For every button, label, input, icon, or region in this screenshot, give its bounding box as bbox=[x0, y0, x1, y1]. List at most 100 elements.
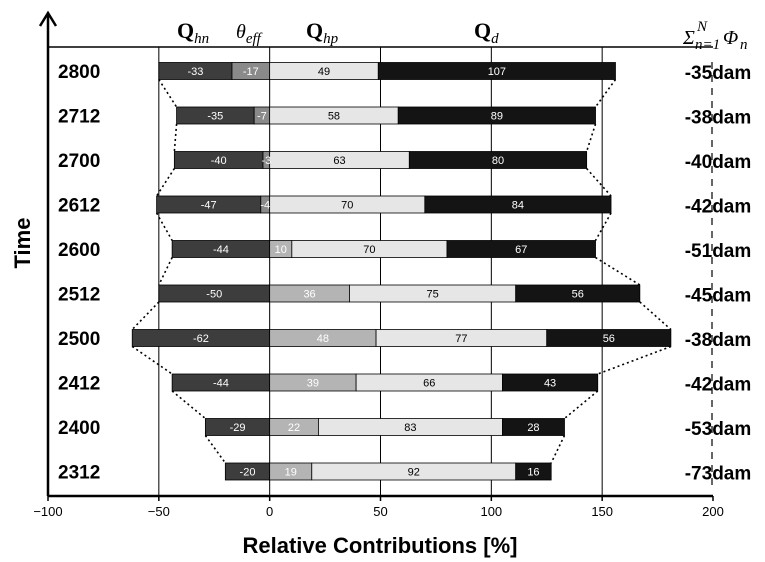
bar-label-q-d: 84 bbox=[512, 200, 524, 212]
x-tick-label: −50 bbox=[148, 504, 170, 519]
bar-label-q-hn: -40 bbox=[211, 155, 227, 167]
bar-label-theta-eff: 39 bbox=[307, 378, 319, 390]
time-label: 2400 bbox=[58, 418, 100, 439]
bar-label-q-hp: 70 bbox=[363, 244, 375, 256]
bar-label-q-hn: -33 bbox=[187, 66, 203, 78]
sum-upper: N bbox=[696, 19, 708, 35]
connector-left bbox=[173, 123, 178, 152]
bar-label-q-hn: -50 bbox=[206, 289, 222, 301]
bar-label-q-d: 107 bbox=[488, 66, 506, 78]
connector-right bbox=[597, 345, 672, 375]
x-tick-label: 150 bbox=[591, 504, 613, 519]
bar-q-d bbox=[377, 62, 616, 80]
bar-label-theta-eff: 22 bbox=[288, 422, 300, 434]
bar-q-d bbox=[397, 106, 596, 125]
bar-label-theta-eff: -4 bbox=[260, 200, 270, 212]
connector-left bbox=[155, 212, 173, 241]
connector-left bbox=[131, 301, 160, 331]
sum-phi: Φ bbox=[723, 27, 738, 49]
time-label: 2712 bbox=[58, 107, 100, 128]
bar-label-q-hp: 63 bbox=[333, 155, 345, 167]
connector-right bbox=[639, 301, 672, 331]
bar-q-d bbox=[515, 284, 641, 303]
connector-right bbox=[586, 167, 612, 197]
time-label: 2600 bbox=[58, 240, 100, 261]
bar-row: -35 -7 58 89 bbox=[176, 106, 596, 125]
bar-label-theta-eff: 10 bbox=[275, 244, 287, 256]
bar-label-q-hn: -20 bbox=[240, 467, 256, 479]
bar-label-q-hp: 66 bbox=[423, 378, 435, 390]
bar-label-theta-eff: -7 bbox=[257, 111, 267, 123]
bar-label-theta-eff: -17 bbox=[243, 66, 259, 78]
bar-q-d bbox=[515, 462, 552, 481]
bar-q-d bbox=[424, 195, 612, 214]
bar-label-q-hp: 92 bbox=[408, 467, 420, 479]
bar-row: -44 10 70 67 bbox=[171, 240, 596, 258]
bar-label-q-d: 56 bbox=[572, 289, 584, 301]
connector-left bbox=[158, 79, 178, 108]
bar-row: -29 22 83 28 bbox=[204, 418, 565, 436]
bar-label-q-hn: -35 bbox=[207, 111, 223, 123]
bar-label-q-d: 67 bbox=[515, 244, 527, 256]
time-label: 2500 bbox=[58, 329, 100, 350]
bar-q-d bbox=[502, 373, 599, 392]
connector-right bbox=[585, 123, 597, 152]
bar-label-q-hp: 83 bbox=[404, 422, 416, 434]
header-q-hn: Qhn bbox=[177, 18, 209, 47]
bar-row: -50 36 75 56 bbox=[158, 284, 641, 303]
bar-label-q-hn: -44 bbox=[213, 378, 229, 390]
bar-q-d bbox=[446, 240, 596, 258]
x-tick-label: −100 bbox=[33, 504, 62, 519]
x-tick-label: 50 bbox=[373, 504, 387, 519]
phi-sum-label: -38dam bbox=[685, 108, 752, 129]
phi-sum-label: -42dam bbox=[685, 197, 752, 218]
bar-row: -47 -4 70 84 bbox=[156, 195, 612, 214]
header-theta-eff: θeff bbox=[236, 21, 263, 47]
connector-left bbox=[204, 435, 226, 464]
x-tick-label: 200 bbox=[702, 504, 724, 519]
x-tick-label: 100 bbox=[480, 504, 502, 519]
bar-label-q-d: 89 bbox=[491, 111, 503, 123]
bar-label-q-hp: 70 bbox=[341, 200, 353, 212]
time-label: 2512 bbox=[58, 285, 100, 306]
phi-sum-label: -42dam bbox=[685, 375, 752, 396]
bar-q-d bbox=[408, 151, 588, 169]
phi-sum-label: -38dam bbox=[685, 330, 752, 351]
bar-row: -33 -17 49 107 bbox=[158, 62, 616, 80]
y-axis-title: Time bbox=[10, 218, 35, 269]
connector-right bbox=[550, 435, 566, 464]
bar-label-q-d: 16 bbox=[527, 467, 539, 479]
connector-left bbox=[171, 390, 206, 420]
bar-label-q-hn: -47 bbox=[201, 200, 217, 212]
connector-right bbox=[595, 256, 641, 286]
time-label: 2312 bbox=[58, 463, 100, 484]
bar-label-q-hp: 75 bbox=[426, 289, 438, 301]
phi-sum-label: -51dam bbox=[685, 241, 752, 262]
phi-sum-label: -53dam bbox=[685, 419, 752, 440]
connector-left bbox=[158, 257, 173, 286]
header-q-d: Qd bbox=[474, 18, 499, 47]
header-q-hp: Qhp bbox=[306, 18, 339, 47]
bar-label-theta-eff: -3 bbox=[261, 155, 271, 167]
bar-row: -40 -3 63 80 bbox=[173, 151, 588, 169]
bar-q-d bbox=[546, 329, 672, 347]
y-axis-arrow bbox=[38, 10, 58, 27]
connector-left bbox=[131, 345, 173, 375]
bar-label-theta-eff: 48 bbox=[317, 333, 329, 345]
time-label: 2800 bbox=[58, 62, 100, 83]
bar-label-q-d: 28 bbox=[527, 422, 539, 434]
phi-sum-label: -40dam bbox=[685, 152, 752, 173]
sum-sigma: Σ bbox=[682, 27, 695, 49]
bar-label-theta-eff: 36 bbox=[303, 289, 315, 301]
connector-right bbox=[594, 212, 612, 241]
bar-row: -44 39 66 43 bbox=[171, 373, 599, 392]
bar-label-q-hn: -62 bbox=[193, 333, 209, 345]
bar-label-q-hn: -29 bbox=[230, 422, 246, 434]
bar-row: -62 48 77 56 bbox=[131, 329, 672, 347]
sum-lower: n=1 bbox=[695, 37, 720, 53]
phi-sum-label: -35dam bbox=[685, 63, 752, 84]
phi-sum-label: -45dam bbox=[685, 286, 752, 307]
bar-label-q-hp: 49 bbox=[318, 66, 330, 78]
bar-label-q-d: 56 bbox=[603, 333, 615, 345]
